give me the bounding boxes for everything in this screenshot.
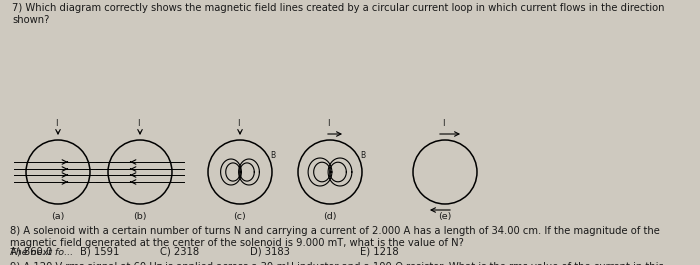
Text: I: I — [55, 119, 57, 128]
Text: B: B — [270, 152, 275, 161]
Text: E) 1218: E) 1218 — [360, 246, 398, 256]
Text: I: I — [327, 119, 329, 128]
Text: 7) Which diagram correctly shows the magnetic field lines created by a circular : 7) Which diagram correctly shows the mag… — [12, 3, 664, 25]
Text: D) 3183: D) 3183 — [250, 246, 290, 256]
Text: 9) A 120-V rms signal at 60 Hz is applied across a 30-mH inductor and a 100-Ω re: 9) A 120-V rms signal at 60 Hz is applie… — [10, 262, 664, 265]
Text: C) 2318: C) 2318 — [160, 246, 199, 256]
Text: I: I — [442, 119, 444, 128]
Text: The next fo...: The next fo... — [10, 248, 73, 257]
Text: I: I — [237, 119, 239, 128]
Text: B) 1591: B) 1591 — [80, 246, 120, 256]
Text: I: I — [136, 119, 139, 128]
Text: (e): (e) — [438, 212, 452, 221]
Text: (a): (a) — [51, 212, 64, 221]
Text: (c): (c) — [234, 212, 246, 221]
Text: (d): (d) — [323, 212, 337, 221]
Text: B: B — [360, 152, 365, 161]
Text: 8) A solenoid with a certain number of turns N and carrying a current of 2.000 A: 8) A solenoid with a certain number of t… — [10, 226, 660, 248]
Text: (b): (b) — [133, 212, 147, 221]
Text: A) 860.0: A) 860.0 — [10, 246, 52, 256]
